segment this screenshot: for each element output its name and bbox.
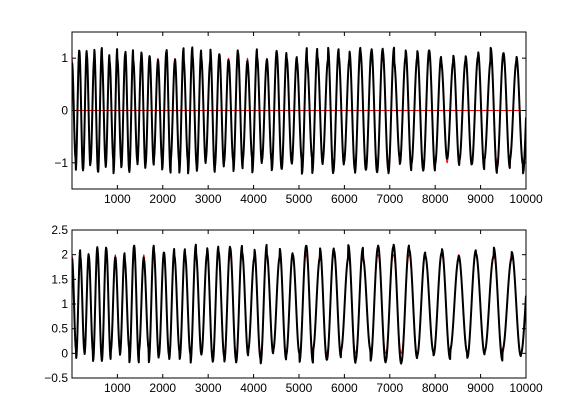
x-tick-label: 3000 <box>195 381 222 395</box>
x-tick-label: 1000 <box>104 192 131 206</box>
black-series-line <box>72 46 526 175</box>
x-tick-label: 8000 <box>422 192 449 206</box>
y-tick-label: 2.5 <box>51 223 68 237</box>
x-tick-label: 10000 <box>509 192 543 206</box>
y-tick-label: −0.5 <box>44 371 68 385</box>
x-tick-label: 5000 <box>286 381 313 395</box>
black-series-line <box>72 243 526 365</box>
y-tick-label: 0 <box>61 104 68 118</box>
x-tick-label: 6000 <box>331 192 358 206</box>
x-tick-label: 9000 <box>467 192 494 206</box>
top-subplot: 1000 2000 3000 4000 5000 6000 7000 8000 9000 1000… <box>54 31 543 206</box>
y-tick-label: 1 <box>61 51 68 65</box>
y-tick-label: −1 <box>54 156 68 170</box>
y-tick-label: 2 <box>61 248 68 262</box>
plot-area <box>72 243 526 365</box>
x-tick-label: 2000 <box>149 192 176 206</box>
x-tick-label: 8000 <box>422 381 449 395</box>
x-tick-label: 2000 <box>149 381 176 395</box>
x-tick-label: 4000 <box>240 192 267 206</box>
x-tick-label: 3000 <box>195 192 222 206</box>
y-tick-label: 1.5 <box>51 272 68 286</box>
x-tick-label: 1000 <box>104 381 131 395</box>
x-tick-label: 7000 <box>376 192 403 206</box>
bottom-subplot: 1000 2000 3000 4000 5000 6000 7000 8000 9000 1000… <box>44 223 543 395</box>
y-tick-label: 0.5 <box>51 322 68 336</box>
y-tick-label: 1 <box>61 297 68 311</box>
x-tick-label: 5000 <box>286 192 313 206</box>
x-tick-label: 6000 <box>331 381 358 395</box>
x-tick-label: 9000 <box>467 381 494 395</box>
y-tick-label: 0 <box>61 346 68 360</box>
plot-area <box>72 46 526 175</box>
x-tick-label: 10000 <box>509 381 543 395</box>
x-tick-label: 4000 <box>240 381 267 395</box>
x-tick-label: 7000 <box>376 381 403 395</box>
